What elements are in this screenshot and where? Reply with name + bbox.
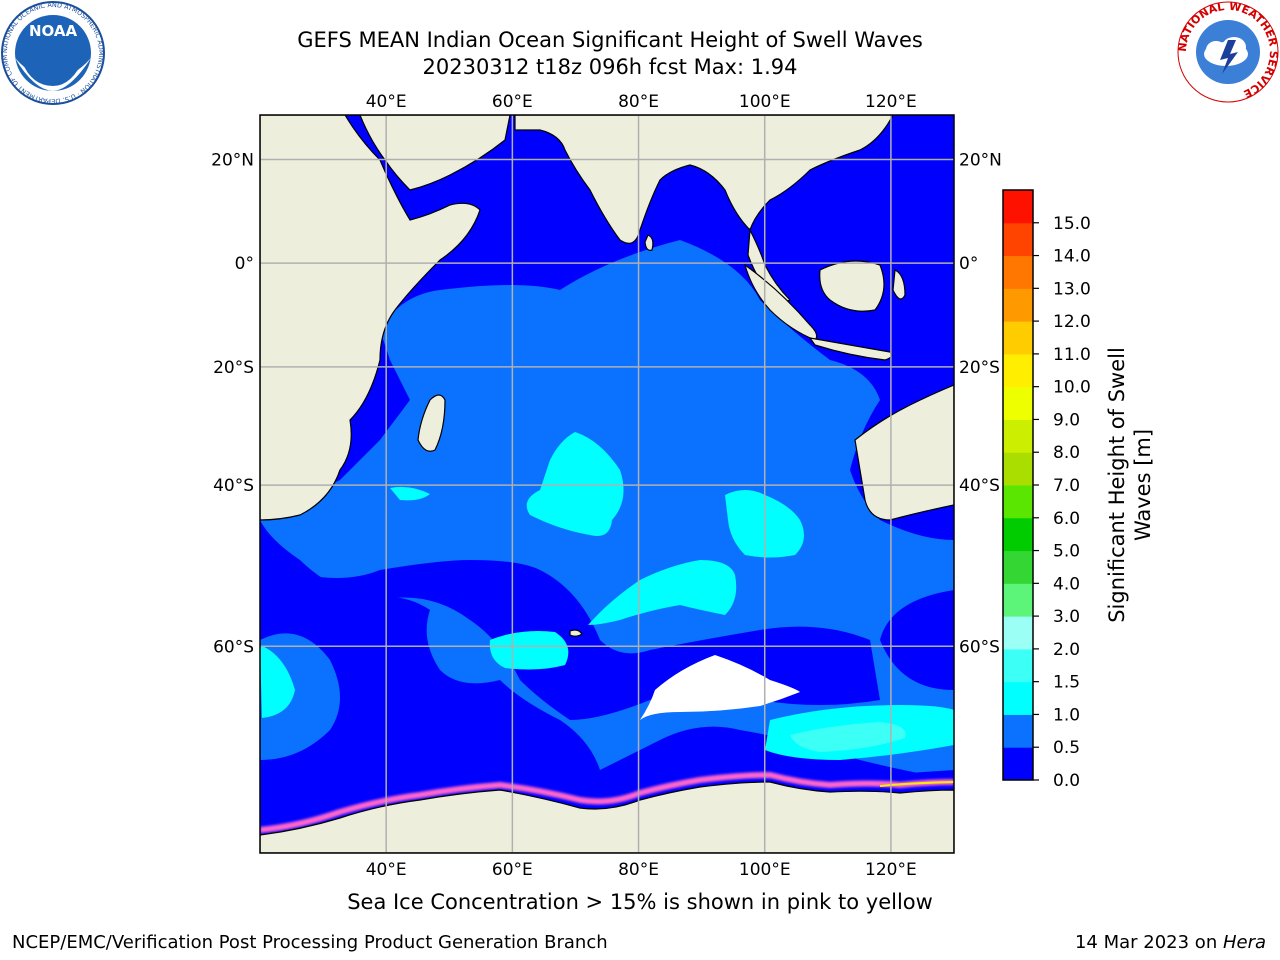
land-arabia bbox=[359, 115, 511, 191]
colorbar-swatch bbox=[1003, 648, 1033, 683]
lat-label-right: 40°S bbox=[959, 476, 1000, 496]
colorbar-tick-label: 12.0 bbox=[1053, 312, 1091, 332]
lat-label-left: 20°N bbox=[211, 151, 254, 171]
colorbar-swatch bbox=[1003, 616, 1033, 650]
colorbar-swatch bbox=[1003, 452, 1033, 486]
sea-ice-edge-high bbox=[879, 781, 954, 787]
colorbar-tick-label: 0.5 bbox=[1053, 738, 1080, 758]
colorbar-tick-label: 9.0 bbox=[1053, 410, 1080, 430]
colorbar-swatch bbox=[1003, 321, 1033, 355]
lon-label-top: 80°E bbox=[618, 92, 659, 112]
lon-label-bottom: 120°E bbox=[865, 860, 917, 880]
graticule bbox=[260, 115, 954, 853]
colorbar-swatch bbox=[1003, 550, 1033, 584]
chart-subtitle: 20230312 t18z 096h fcst Max: 1.94 bbox=[422, 55, 798, 79]
swell-class-1.5-2.0 bbox=[790, 722, 906, 752]
colorbar-swatch bbox=[1003, 583, 1033, 617]
lon-label-bottom: 100°E bbox=[739, 860, 791, 880]
land-sulawesi bbox=[892, 269, 906, 300]
colorbar-swatch bbox=[1003, 353, 1033, 388]
colorbar-swatch bbox=[1003, 714, 1033, 748]
lat-label-left: 20°S bbox=[213, 358, 254, 378]
colorbar-swatch bbox=[1003, 517, 1033, 552]
lat-label-right: 0° bbox=[959, 254, 978, 274]
colorbar-tick-label: 7.0 bbox=[1053, 476, 1080, 496]
lat-label-right: 60°S bbox=[959, 637, 1000, 657]
lon-label-top: 100°E bbox=[739, 92, 791, 112]
colorbar-tick-label: 0.0 bbox=[1053, 771, 1080, 791]
swell-class-1.0-1.5-c bbox=[588, 560, 737, 625]
footer-branch: NCEP/EMC/Verification Post Processing Pr… bbox=[12, 932, 608, 953]
colorbar-swatch bbox=[1003, 681, 1033, 715]
land-madagascar bbox=[417, 394, 446, 452]
map-field bbox=[260, 115, 954, 853]
lat-label-left: 0° bbox=[235, 254, 254, 274]
noaa-logo-text: NOAA bbox=[29, 22, 78, 40]
lon-label-bottom: 80°E bbox=[618, 860, 659, 880]
colorbar-tick-label: 13.0 bbox=[1053, 279, 1091, 299]
footer-date: 14 Mar 2023 on Hera bbox=[1074, 932, 1266, 953]
lon-label-top: 120°E bbox=[865, 92, 917, 112]
land-antarctica bbox=[260, 781, 954, 853]
land bbox=[260, 115, 954, 853]
colorbar-tick-label: 15.0 bbox=[1053, 214, 1091, 234]
lon-label-top: 40°E bbox=[366, 92, 407, 112]
sea-ice-edge bbox=[260, 771, 954, 833]
colorbar-tick-label: 4.0 bbox=[1053, 574, 1080, 594]
lon-label-bottom: 40°E bbox=[366, 860, 407, 880]
noaa-logo: NOAA NATIONAL OCEANIC AND ATMOSPHERIC AD… bbox=[0, 0, 105, 105]
lat-label-left: 60°S bbox=[213, 637, 254, 657]
land-borneo bbox=[819, 260, 885, 312]
colorbar-tick-label: 10.0 bbox=[1053, 378, 1091, 398]
colorbar-tick-label: 11.0 bbox=[1053, 345, 1091, 365]
lon-label-bottom: 60°E bbox=[492, 860, 533, 880]
colorbar-swatch bbox=[1003, 419, 1033, 453]
colorbar-label: Significant Height of SwellWaves [m] bbox=[1105, 347, 1155, 623]
swell-class-1.0-1.5-g bbox=[390, 486, 430, 501]
colorbar-swatch bbox=[1003, 288, 1033, 322]
colorbar-swatch bbox=[1003, 485, 1033, 519]
colorbar-swatch bbox=[1003, 190, 1033, 224]
colorbar-tick-label: 1.0 bbox=[1053, 705, 1080, 725]
land-india-asia bbox=[514, 115, 894, 244]
land-australia bbox=[854, 384, 954, 521]
land-africa bbox=[260, 115, 481, 521]
colorbar-swatch bbox=[1003, 386, 1033, 420]
colorbar-tick-label: 5.0 bbox=[1053, 542, 1080, 562]
nws-logo: NATIONAL WEATHER SERVICE bbox=[1176, 0, 1280, 103]
colorbar-tick-label: 3.0 bbox=[1053, 607, 1080, 627]
swell-class-1.0-1.5-d bbox=[489, 631, 569, 670]
colorbar-tick-label: 2.0 bbox=[1053, 640, 1080, 660]
colorbar-tick-label: 1.5 bbox=[1053, 673, 1080, 693]
no-data-area bbox=[640, 655, 800, 720]
sea-ice-note: Sea Ice Concentration > 15% is shown in … bbox=[347, 890, 933, 914]
colorbar-swatch bbox=[1003, 255, 1033, 289]
chart-title: GEFS MEAN Indian Ocean Significant Heigh… bbox=[297, 28, 923, 52]
colorbar-tick-label: 8.0 bbox=[1053, 443, 1080, 463]
lat-label-left: 40°S bbox=[213, 476, 254, 496]
swell-class-1.0-1.5-a bbox=[526, 432, 624, 536]
colorbar-tick-label: 6.0 bbox=[1053, 509, 1080, 529]
lon-label-top: 60°E bbox=[492, 92, 533, 112]
lat-label-right: 20°N bbox=[959, 151, 1002, 171]
colorbar-swatch bbox=[1003, 747, 1033, 781]
map-frame bbox=[259, 114, 955, 854]
swell-class-1.0-1.5-f bbox=[260, 645, 295, 718]
land-kerguelen bbox=[569, 629, 583, 637]
land-srilanka bbox=[644, 234, 654, 251]
colorbar-tick-label: 14.0 bbox=[1053, 247, 1091, 267]
lat-label-right: 20°S bbox=[959, 358, 1000, 378]
map-axis-labels: 40°E 40°E 60°E 60°E 80°E 80°E 100°E 100°E 120°E 1… bbox=[211, 92, 1002, 880]
colorbar-swatch bbox=[1003, 222, 1033, 257]
